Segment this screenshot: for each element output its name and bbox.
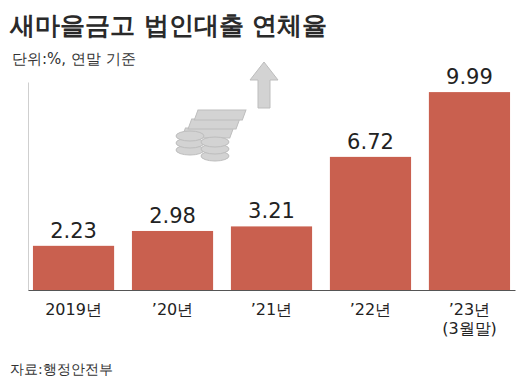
data-label: 6.72	[347, 130, 394, 154]
bar	[33, 246, 114, 290]
background	[0, 0, 523, 384]
x-tick-label: ’20년	[152, 300, 193, 319]
coin-icon	[176, 131, 204, 141]
bar	[330, 157, 411, 290]
x-tick-label: 2019년	[45, 300, 102, 319]
x-tick: ’20년	[152, 290, 193, 319]
decoration	[176, 62, 278, 161]
source: 자료:행정안전부	[10, 361, 113, 377]
x-tick: ’22년	[350, 290, 391, 319]
x-axis: 2019년 ’20년 ’21년 ’22년 ’23년(3월말)	[29, 290, 516, 338]
x-tick-label: ’21년	[251, 300, 292, 319]
bar	[429, 92, 510, 290]
y-axis-line	[28, 83, 29, 291]
title: 새마을금고 법인대출 연체율	[9, 11, 327, 40]
y-axis	[28, 83, 29, 291]
x-tick-label-line: ’23년	[449, 300, 490, 319]
coin-icon	[201, 137, 229, 147]
x-tick: 2019년	[45, 290, 102, 319]
data-label: 3.21	[248, 199, 295, 223]
x-tick-label: ’22년	[350, 300, 391, 319]
arrow-icon	[250, 62, 278, 108]
data-label: 2.23	[50, 219, 97, 243]
bar	[132, 231, 213, 290]
x-axis-line	[29, 290, 516, 291]
x-tick-label-line: ’21년	[251, 300, 292, 319]
x-tick-label-line: (3월말)	[442, 319, 497, 338]
subtitle: 단위:%, 연말 기준	[12, 50, 136, 68]
data-labels: 2.23 2.98 3.21 6.72 9.99	[50, 65, 493, 243]
bar	[231, 226, 312, 290]
x-tick-label-line: ’20년	[152, 300, 193, 319]
x-tick-label: ’23년(3월말)	[442, 300, 497, 338]
bars	[33, 92, 510, 290]
x-tick-label-line: ’22년	[350, 300, 391, 319]
bill-icon	[194, 110, 246, 120]
x-tick: ’21년	[251, 290, 292, 319]
x-tick-label-line: 2019년	[45, 300, 102, 319]
x-tick: ’23년(3월말)	[442, 290, 497, 338]
data-label: 2.98	[149, 204, 196, 228]
data-label: 9.99	[446, 65, 493, 89]
